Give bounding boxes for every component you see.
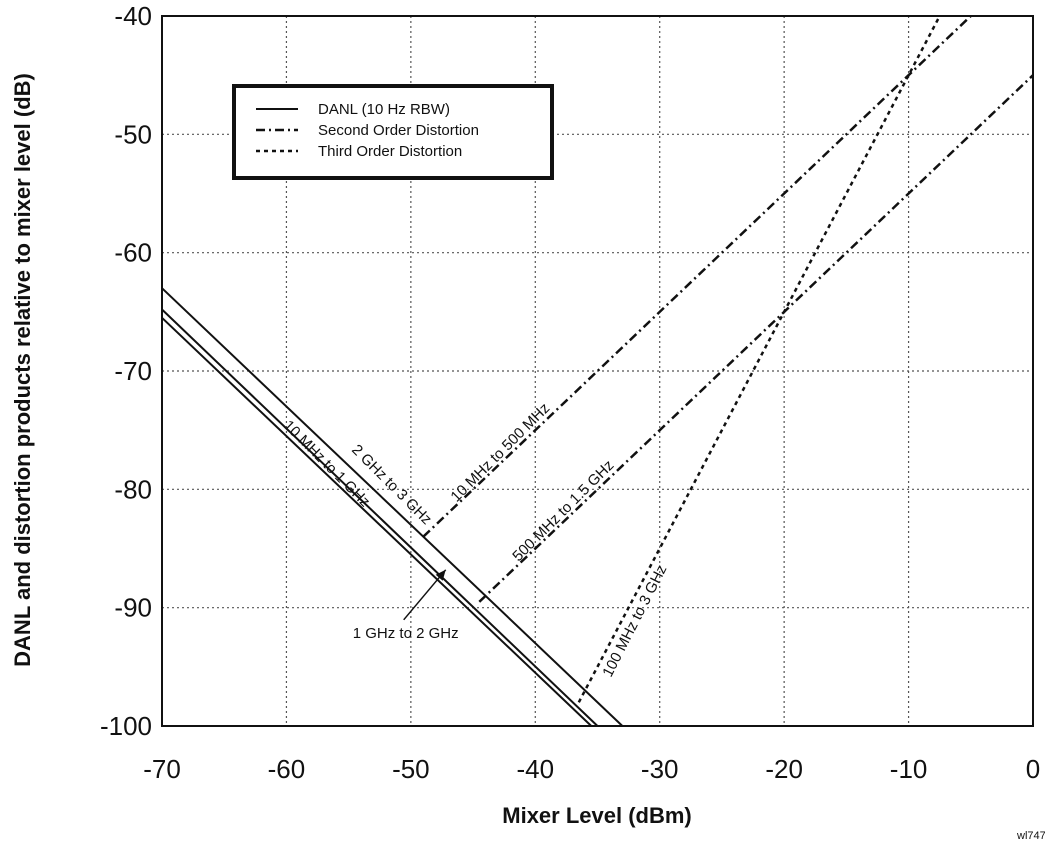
x-tick-label: -10: [890, 754, 928, 784]
y-tick-label: -70: [114, 356, 152, 386]
series-layer: [161, 15, 1034, 727]
x-tick-label: -40: [516, 754, 554, 784]
legend-label-danl: DANL (10 Hz RBW): [318, 101, 450, 118]
annotation-arrow: [403, 569, 447, 621]
x-tick-label: -60: [268, 754, 306, 784]
x-tick-label: -70: [143, 754, 181, 784]
y-tick-labels: -40 -50 -60 -70 -80 -90 -100: [100, 1, 152, 741]
series-line: [161, 287, 624, 727]
annotation-label: 1 GHz to 2 GHz: [353, 625, 459, 642]
x-tick-label: -20: [765, 754, 803, 784]
annotation-label: 2 GHz to 3 GHz: [348, 441, 435, 528]
series-line: [422, 15, 972, 538]
series-line: [577, 15, 941, 703]
series-line: [161, 308, 599, 727]
x-tick-labels: -70 -60 -50 -40 -30 -20 -10 0: [143, 754, 1040, 784]
x-tick-label: -30: [641, 754, 679, 784]
legend-label-third-order: Third Order Distortion: [318, 143, 462, 160]
y-axis-title: DANL and distortion products relative to…: [10, 73, 35, 667]
legend-box: [232, 84, 554, 180]
x-tick-label: 0: [1026, 754, 1040, 784]
x-tick-label: -50: [392, 754, 430, 784]
y-tick-label: -40: [114, 1, 152, 31]
y-tick-label: -50: [114, 119, 152, 149]
series-line: [161, 317, 592, 727]
y-tick-label: -90: [114, 593, 152, 623]
y-tick-label: -80: [114, 474, 152, 504]
x-axis-title: Mixer Level (dBm): [502, 803, 692, 828]
grid: [162, 16, 1033, 726]
figure-id-label: wl747: [1016, 830, 1045, 842]
legend-label-second-order: Second Order Distortion: [318, 122, 479, 139]
y-tick-label: -60: [114, 238, 152, 268]
annotation-label: 500 MHz to 1.5 GHz: [509, 457, 617, 565]
series-line: [478, 74, 1034, 603]
y-tick-label: -100: [100, 711, 152, 741]
legend: DANL (10 Hz RBW) Second Order Distortion…: [232, 84, 554, 180]
annotation-arrowhead: [435, 569, 446, 581]
